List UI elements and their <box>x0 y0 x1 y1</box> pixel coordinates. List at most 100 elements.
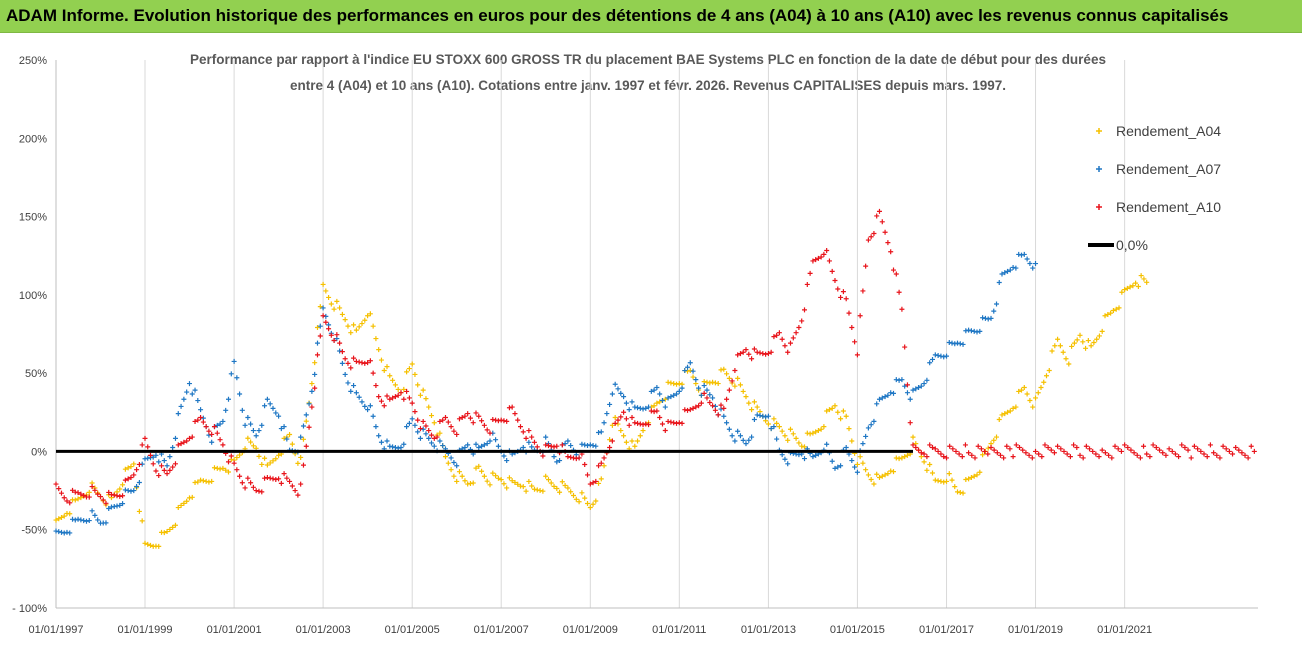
data-point <box>1067 454 1073 460</box>
data-point <box>142 540 148 546</box>
x-tick-label: 01/01/2003 <box>296 624 351 636</box>
data-point <box>317 323 323 329</box>
data-point <box>484 427 490 433</box>
data-point <box>612 381 618 387</box>
data-point <box>337 340 343 346</box>
data-point <box>473 410 479 416</box>
data-point <box>512 479 518 485</box>
data-point <box>150 461 156 467</box>
data-point <box>854 469 860 475</box>
data-point <box>1105 311 1111 317</box>
data-point <box>757 350 763 356</box>
data-point <box>1060 349 1066 355</box>
data-point <box>938 478 944 484</box>
data-point <box>351 355 357 361</box>
y-tick-label: 200% <box>19 133 47 145</box>
data-point <box>1036 451 1042 457</box>
legend-plus-marker <box>1096 128 1102 134</box>
data-point <box>985 316 991 322</box>
data-point <box>172 461 178 467</box>
data-point <box>292 488 298 494</box>
data-point <box>690 405 696 411</box>
data-point <box>426 404 432 410</box>
data-point <box>117 486 123 492</box>
data-point <box>802 456 808 462</box>
data-point <box>562 441 568 447</box>
data-point <box>771 334 777 340</box>
data-point <box>1135 283 1141 289</box>
data-point <box>902 344 908 350</box>
x-tick-label: 01/01/2009 <box>563 624 618 636</box>
data-point <box>888 249 894 255</box>
data-point <box>178 403 184 409</box>
data-point <box>704 379 710 385</box>
data-point <box>534 444 540 450</box>
data-point <box>431 443 437 449</box>
data-point <box>991 308 997 314</box>
data-point <box>868 476 874 482</box>
data-point <box>351 383 357 389</box>
data-point <box>1118 448 1124 454</box>
data-point <box>501 453 507 459</box>
data-point <box>590 480 596 486</box>
data-point <box>442 415 448 421</box>
data-point <box>935 448 941 454</box>
data-point <box>668 419 674 425</box>
data-point <box>721 366 727 372</box>
data-point <box>331 306 337 312</box>
data-point <box>223 467 229 473</box>
data-point <box>264 462 270 468</box>
data-point <box>818 426 824 432</box>
data-point <box>857 313 863 319</box>
data-point <box>609 438 615 444</box>
data-point <box>303 443 309 449</box>
data-point <box>916 385 922 390</box>
data-point <box>242 485 248 491</box>
data-point <box>968 475 974 481</box>
data-point <box>815 428 821 434</box>
data-point <box>1042 442 1048 448</box>
data-point <box>765 421 771 427</box>
data-point <box>635 438 641 444</box>
data-point <box>626 422 632 428</box>
data-point <box>974 329 980 335</box>
data-point <box>359 399 365 405</box>
data-point <box>947 443 953 449</box>
data-point <box>415 429 421 435</box>
data-point <box>657 391 663 397</box>
y-tick-label: 150% <box>19 212 47 224</box>
data-point <box>832 278 838 283</box>
data-point <box>615 417 621 423</box>
data-point <box>239 480 245 486</box>
data-point <box>1109 455 1115 461</box>
data-point <box>732 438 738 444</box>
data-point <box>287 431 293 437</box>
data-point <box>89 508 95 514</box>
data-point <box>156 459 162 465</box>
data-point <box>136 479 142 485</box>
data-point <box>239 407 245 413</box>
data-point <box>545 477 551 483</box>
data-point <box>320 305 326 311</box>
data-point <box>554 443 560 449</box>
data-point <box>242 422 248 428</box>
data-point <box>972 455 978 461</box>
data-point <box>373 383 379 389</box>
data-point <box>1013 442 1019 448</box>
data-point <box>815 255 821 261</box>
data-point <box>701 383 707 389</box>
data-point <box>596 463 602 469</box>
data-point <box>426 428 432 434</box>
data-point <box>1019 387 1024 393</box>
data-point <box>932 352 938 358</box>
data-point <box>481 473 487 479</box>
data-point <box>356 324 362 330</box>
data-point <box>1052 343 1058 349</box>
data-point <box>314 352 320 358</box>
data-point <box>1102 450 1108 456</box>
data-point <box>451 473 457 479</box>
data-point <box>890 267 896 273</box>
data-point <box>392 445 398 451</box>
data-point <box>300 423 306 429</box>
data-point <box>339 311 345 317</box>
